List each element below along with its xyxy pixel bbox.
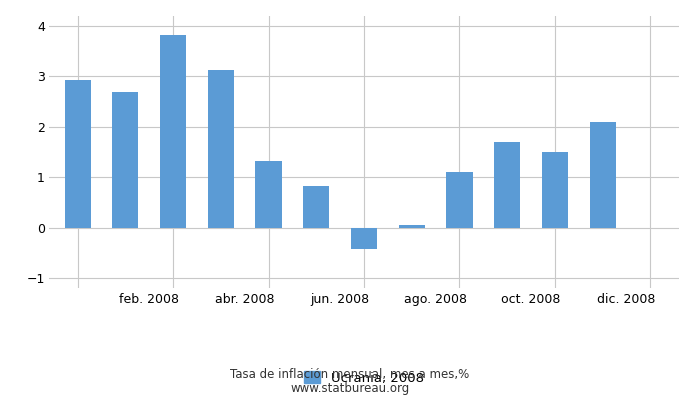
Bar [398, 225, 425, 228]
Bar [542, 152, 568, 228]
Bar [256, 161, 281, 228]
Bar [589, 122, 616, 228]
Text: www.statbureau.org: www.statbureau.org [290, 382, 410, 395]
Bar [160, 35, 186, 228]
Legend: Ucrania, 2008: Ucrania, 2008 [304, 371, 424, 385]
Bar [208, 70, 234, 228]
Bar [494, 142, 520, 228]
Bar [351, 228, 377, 249]
Text: Tasa de inflación mensual, mes a mes,%: Tasa de inflación mensual, mes a mes,% [230, 368, 470, 381]
Bar [64, 80, 91, 228]
Bar [447, 172, 473, 228]
Bar [303, 186, 330, 228]
Bar [112, 92, 139, 228]
